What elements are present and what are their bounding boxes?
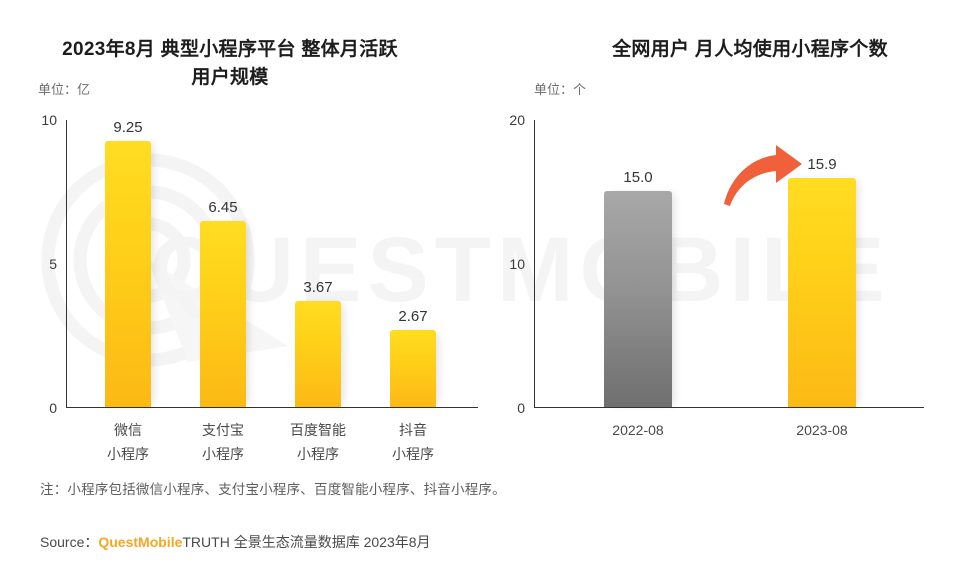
x-axis-line-left xyxy=(66,407,478,408)
plot-area-left: 0 5 10 9.25 6.45 3.67 2.67 微信 小程序 支付宝 小程… xyxy=(41,112,478,462)
x-tick-2023-08-label: 2023-08 xyxy=(796,422,848,438)
y-tick-left-2: 10 xyxy=(41,112,57,128)
x-tick-alipay-line1: 支付宝 xyxy=(202,422,244,438)
x-tick-douyin-line1: 抖音 xyxy=(399,422,427,438)
plot-area-right: 0 10 20 15.0 15.9 2022-08 2023-08 xyxy=(509,112,924,438)
footnote: 注：小程序包括微信小程序、支付宝小程序、百度智能小程序、抖音小程序。 xyxy=(40,482,506,497)
bar-2023-08[interactable] xyxy=(788,178,856,407)
y-tick-left-1: 5 xyxy=(49,256,57,272)
x-tick-wechat-line1: 微信 xyxy=(114,422,142,438)
x-tick-baidu-line1: 百度智能 xyxy=(290,422,346,438)
bar-value-wechat: 9.25 xyxy=(113,119,143,136)
y-tick-right-0: 0 xyxy=(517,400,525,416)
x-axis-line-right xyxy=(534,407,924,408)
unit-label-left: 单位：亿 xyxy=(38,82,91,97)
y-tick-right-1: 10 xyxy=(509,256,525,272)
unit-label-right: 单位：个 xyxy=(534,82,587,97)
x-tick-wechat-line2: 小程序 xyxy=(107,446,149,462)
bar-wechat[interactable] xyxy=(105,141,151,407)
x-tick-alipay-line2: 小程序 xyxy=(202,446,244,462)
bar-value-2023-08: 15.9 xyxy=(807,156,837,173)
x-tick-2022-08-label: 2022-08 xyxy=(612,422,664,438)
chart-title-left: 2023年8月 典型小程序平台 整体月活跃 用户规模 xyxy=(20,36,440,92)
y-tick-right-2: 20 xyxy=(509,112,525,128)
y-axis-line-right xyxy=(534,120,535,408)
source-rest: TRUTH 全景生态流量数据库 2023年8月 xyxy=(182,534,431,550)
bar-value-2022-08: 15.0 xyxy=(623,169,653,186)
x-tick-baidu-line2: 小程序 xyxy=(297,446,339,462)
bar-value-alipay: 6.45 xyxy=(208,199,238,216)
x-tick-baidu: 百度智能 小程序 xyxy=(290,418,346,466)
chart-title-right-line1: 全网用户 月人均使用小程序个数 xyxy=(612,39,888,60)
x-tick-2022-08: 2022-08 xyxy=(612,418,663,442)
y-tick-left-0: 0 xyxy=(49,400,57,416)
x-tick-wechat: 微信 小程序 xyxy=(107,418,149,466)
x-tick-2023-08: 2023-08 xyxy=(796,418,847,442)
source-brand-questmobile: QuestMobile xyxy=(98,534,183,550)
chart-title-left-line1: 2023年8月 典型小程序平台 整体月活跃 xyxy=(62,39,398,60)
bar-value-douyin: 2.67 xyxy=(398,308,428,325)
bar-douyin[interactable] xyxy=(390,330,436,407)
growth-arrow-icon xyxy=(724,145,802,206)
y-axis-line-left xyxy=(66,120,67,408)
x-tick-alipay: 支付宝 小程序 xyxy=(202,418,244,466)
bar-value-baidu: 3.67 xyxy=(303,279,333,296)
bar-baidu[interactable] xyxy=(295,301,341,407)
bar-alipay[interactable] xyxy=(200,221,246,407)
bar-2022-08[interactable] xyxy=(604,191,672,407)
chart-title-left-line2: 用户规模 xyxy=(191,67,269,88)
chart-title-right: 全网用户 月人均使用小程序个数 xyxy=(560,36,940,64)
source-line: Source：QuestMobileTRUTH 全景生态流量数据库 2023年8… xyxy=(40,532,431,552)
source-label: Source： xyxy=(40,534,99,550)
x-tick-douyin-line2: 小程序 xyxy=(392,446,434,462)
x-tick-douyin: 抖音 小程序 xyxy=(392,418,434,466)
